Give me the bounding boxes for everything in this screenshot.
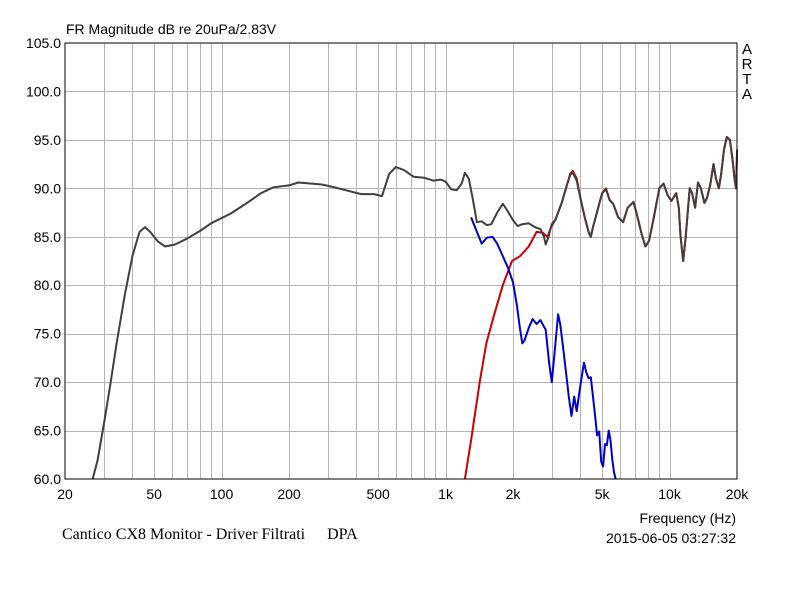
- x-tick-label: 100: [210, 486, 234, 502]
- y-axis-ticks: 60.0 65.0 70.0 75.0 80.0 85.0 90.0 95.0 100.0 105…: [26, 35, 61, 487]
- x-axis-ticks: 20 50 100 200 500 1k 2k 5k 10k 20k: [57, 486, 749, 502]
- caption-name: Cantico CX8 Monitor - Driver Filtrati: [62, 526, 306, 543]
- y-tick-label: 85.0: [34, 229, 61, 245]
- measurement-caption: Cantico CX8 Monitor - Driver Filtrati DPA: [62, 526, 358, 544]
- plot-area: [65, 43, 737, 479]
- y-tick-label: 95.0: [34, 132, 61, 148]
- x-tick-label: 20: [57, 486, 73, 502]
- side-letter: A: [741, 86, 752, 103]
- x-tick-label: 50: [146, 486, 162, 502]
- caption-tag: DPA: [327, 526, 358, 543]
- y-tick-label: 90.0: [34, 180, 61, 196]
- arta-side-label: A R T A: [740, 42, 754, 102]
- side-letter: A: [741, 41, 752, 58]
- x-axis-label: Frequency (Hz): [639, 510, 736, 526]
- side-letter: T: [742, 71, 752, 88]
- plot-frame: [64, 42, 738, 480]
- series-line-3: [91, 136, 738, 480]
- x-tick-label: 1k: [438, 486, 454, 502]
- x-tick-label: 200: [277, 486, 301, 502]
- x-tick-label: 20k: [726, 486, 750, 502]
- grid-lines: [65, 43, 737, 479]
- chart-title: FR Magnitude dB re 20uPa/2.83V: [66, 21, 277, 37]
- series-layer: [91, 136, 738, 480]
- y-tick-label: 60.0: [34, 471, 61, 487]
- side-letter: R: [741, 56, 753, 73]
- y-tick-label: 100.0: [26, 83, 61, 99]
- series-line-2: [470, 217, 617, 480]
- y-tick-label: 75.0: [34, 326, 61, 342]
- x-tick-label: 10k: [658, 486, 682, 502]
- y-tick-label: 70.0: [34, 374, 61, 390]
- x-tick-label: 2k: [506, 486, 522, 502]
- x-tick-label: 500: [366, 486, 390, 502]
- timestamp: 2015-06-05 03:27:32: [606, 530, 736, 546]
- x-tick-label: 5k: [595, 486, 611, 502]
- y-tick-label: 65.0: [34, 423, 61, 439]
- y-tick-label: 80.0: [34, 277, 61, 293]
- y-tick-label: 105.0: [26, 35, 61, 51]
